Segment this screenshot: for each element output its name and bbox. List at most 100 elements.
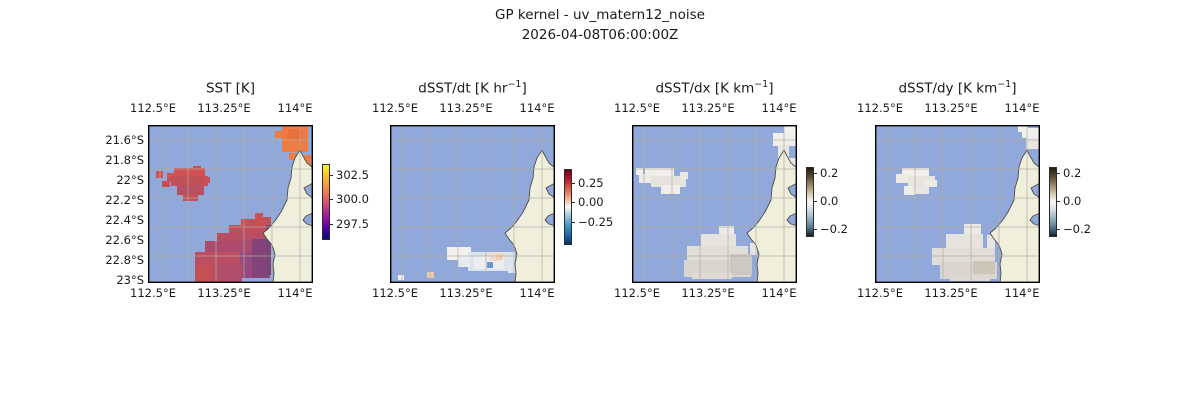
colorbar-tick-label: −0.2 [1063,222,1091,236]
figure-title: GP kernel - uv_matern12_noise [495,7,705,23]
data-patch [719,226,734,237]
data-patch [973,261,995,274]
colorbar-tick-mark [571,202,575,204]
x-tick-label-top: 113.25°E [681,101,735,115]
y-tick-label: 21.8°S [105,153,144,167]
colorbar-tick-mark [329,199,333,201]
data-patch [636,168,643,175]
figure-timestamp: 2026-04-08T06:00:00Z [521,27,679,43]
panel-dsst-dy: dSST/dy [K km−1] 112.5°E 112.5°E 113.25°E 1… [857,0,1107,330]
data-patch [241,219,264,228]
data-patch [288,129,302,139]
data-patch [398,275,404,280]
colorbar-tick-label: 297.5 [336,217,369,231]
x-tick-label-bottom: 112.5°E [372,286,418,300]
colorbar-tick-mark [1056,173,1060,175]
data-patch [908,176,935,187]
colorbar-tick-label: 0.0 [1063,194,1082,208]
colorbar-tick-mark [1056,229,1060,231]
y-tick-label: 23°S [116,273,144,287]
colorbar-tick-label: −0.2 [820,222,848,236]
data-patch [639,174,652,183]
data-patch [171,176,208,186]
colorbar-tick-mark [571,183,575,185]
y-tick-label: 22.4°S [105,213,144,227]
colorbar-tick-mark [813,201,817,203]
map-frame [632,125,797,283]
panel-title-dsst-dt: dSST/dt [K hr−1] [418,79,527,97]
x-tick-label-top: 112.5°E [857,101,903,115]
data-patch [701,234,736,249]
map-sst [148,125,313,283]
map-frame [875,125,1040,283]
x-tick-label-top: 112.5°E [372,101,418,115]
colorbar-sst [322,164,330,240]
data-patch [229,225,266,236]
x-tick-label-top: 114°E [519,101,555,115]
x-tick-label-bottom: 113.25°E [924,286,978,300]
data-patch [904,186,915,195]
colorbar-tick-mark [329,224,333,226]
data-patch [651,176,686,187]
colorbar-tick-mark [329,175,333,177]
x-tick-label-bottom: 114°E [1004,286,1040,300]
data-patch [487,262,493,268]
x-tick-label-bottom: 114°E [277,286,313,300]
colorbar-tick-label: −0.25 [578,215,614,229]
y-tick-label: 21.6°S [105,133,144,147]
colorbar-tick-mark [1056,201,1060,203]
x-tick-label-bottom: 112.5°E [614,286,660,300]
x-tick-label-bottom: 112.5°E [130,286,176,300]
x-tick-label-top: 114°E [761,101,797,115]
panel-dsst-dx: dSST/dx [K km−1] 112.5°E 112.5°E 113.25°E 1… [614,0,864,330]
data-patch [203,177,210,183]
colorbar-tick-label: 0.00 [578,195,604,209]
panel-title-dsst-dx: dSST/dx [K km−1] [655,79,774,97]
x-tick-label-top: 113.25°E [439,101,493,115]
data-patch [946,234,983,249]
data-patch [289,153,297,160]
colorbar-tick-mark [813,229,817,231]
data-patch [987,235,995,249]
data-patch [218,263,242,283]
data-patch [730,254,752,275]
x-tick-label-bottom: 114°E [761,286,797,300]
x-tick-label-bottom: 113.25°E [681,286,735,300]
data-patch [784,125,797,134]
y-tick-label: 22.6°S [105,233,144,247]
x-tick-label-bottom: 113.25°E [197,286,251,300]
data-patch [304,155,311,168]
data-patch [255,213,263,220]
data-patch [447,247,471,260]
data-patch [266,225,271,275]
panel-title-sst: SST [K] [205,80,256,97]
data-patch [896,174,911,183]
colorbar-tick-mark [571,222,575,224]
data-patch [950,275,990,281]
x-tick-label-top: 114°E [277,101,313,115]
x-tick-label-top: 114°E [1004,101,1040,115]
data-patch [692,273,732,279]
data-patch [1026,138,1040,149]
map-frame [390,125,555,283]
colorbar-tick-label: 0.25 [578,176,604,190]
data-patch [177,185,204,195]
map-dsst-dt [390,125,555,283]
colorbar-tick-label: 300.0 [336,192,369,206]
x-tick-label-bottom: 113.25°E [439,286,493,300]
data-patch [195,265,211,283]
data-patch [1022,128,1040,138]
colorbar-tick-mark [813,173,817,175]
colorbar-tick-label: 302.5 [336,168,369,182]
colorbar-tick-label: 0.2 [820,166,839,180]
x-tick-label-bottom: 112.5°E [857,286,903,300]
panel-dsst-dt: dSST/dt [K hr−1] 112.5°E 112.5°E 113.25°E 1… [372,0,622,330]
data-patch [750,243,757,255]
y-tick-label: 22.8°S [105,253,144,267]
y-tick-label: 22°S [116,173,144,187]
data-patch [915,187,929,194]
data-patch [162,181,170,187]
data-patch [252,239,270,278]
data-patch [275,131,282,138]
data-patch [458,257,470,267]
